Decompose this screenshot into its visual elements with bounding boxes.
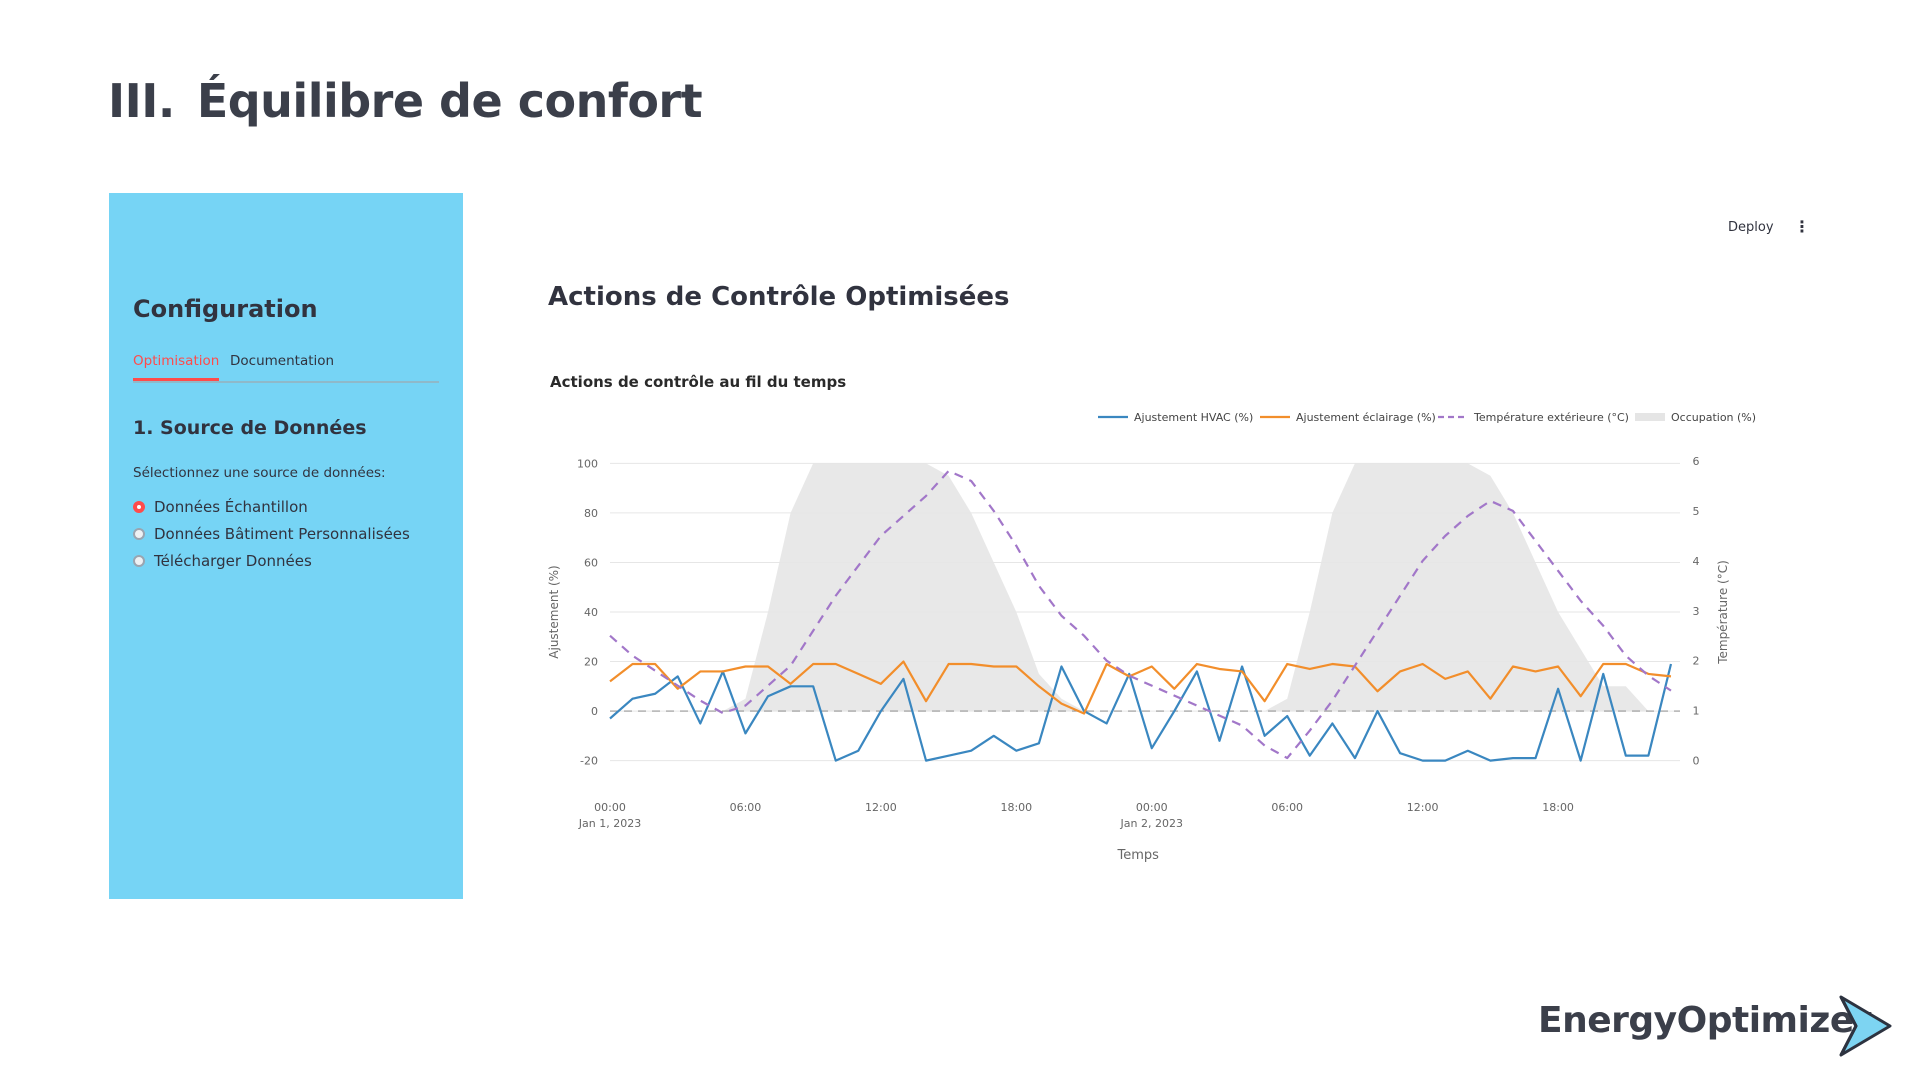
radio-label: Données Échantillon — [154, 498, 308, 516]
x-axis-title: Temps — [1117, 848, 1160, 863]
radio-unselected-icon — [133, 555, 145, 567]
main-title: Actions de Contrôle Optimisées — [548, 282, 1010, 312]
radio-unselected-icon — [133, 528, 145, 540]
slide-heading: Équilibre de confort — [196, 74, 703, 128]
data-source-label: Sélectionnez une source de données: — [133, 465, 386, 481]
y-tick-label: 60 — [584, 556, 598, 569]
series-occupation-area — [610, 463, 1671, 712]
radio-upload-data[interactable]: Télécharger Données — [133, 552, 312, 570]
x-tick-label: 00:00 — [594, 801, 626, 814]
y2-tick-label: 6 — [1693, 455, 1700, 468]
slide-title: III. Équilibre de confort — [108, 74, 703, 128]
y-tick-label: 0 — [591, 705, 598, 718]
x-tick-label: 06:00 — [1271, 801, 1303, 814]
series-line-1 — [609, 660, 1672, 715]
y2-tick-label: 4 — [1693, 555, 1700, 568]
series-line-2 — [609, 469, 1672, 760]
legend-label: Température extérieure (°C) — [1473, 411, 1629, 424]
y2-tick-label: 5 — [1693, 505, 1700, 518]
brand-arrow-icon — [1839, 995, 1892, 1057]
x-tick-label: 06:00 — [730, 801, 762, 814]
y2-tick-label: 0 — [1693, 755, 1700, 768]
deploy-button[interactable]: Deploy — [1728, 220, 1774, 235]
x-tick-label: 18:00 — [1542, 801, 1574, 814]
legend-label: Ajustement HVAC (%) — [1134, 411, 1253, 424]
legend-swatch — [1635, 413, 1665, 421]
tab-optimisation[interactable]: Optimisation — [133, 353, 220, 381]
y-tick-label: 80 — [584, 507, 598, 520]
y-tick-label: -20 — [580, 755, 598, 768]
x-tick-label: 12:00 — [865, 801, 897, 814]
radio-label: Données Bâtiment Personnalisées — [154, 525, 410, 543]
section-title-data-source: 1. Source de Données — [133, 417, 367, 439]
x-tick-label: 18:00 — [1000, 801, 1032, 814]
control-actions-chart: Actions de contrôle au fil du temps10080… — [547, 373, 1756, 863]
y2-tick-label: 1 — [1693, 705, 1700, 718]
y-tick-label: 40 — [584, 606, 598, 619]
legend-label: Occupation (%) — [1671, 411, 1756, 424]
series-line-0 — [609, 663, 1673, 762]
legend-label: Ajustement éclairage (%) — [1296, 411, 1436, 424]
sidebar-title: Configuration — [133, 295, 318, 323]
radio-selected-icon — [133, 501, 145, 513]
radio-custom-building-data[interactable]: Données Bâtiment Personnalisées — [133, 525, 410, 543]
y-axis-title: Ajustement (%) — [547, 565, 561, 658]
chart-title: Actions de contrôle au fil du temps — [550, 373, 846, 391]
radio-label: Télécharger Données — [154, 552, 312, 570]
sidebar: Configuration Optimisation Documentation… — [109, 193, 463, 899]
tab-documentation[interactable]: Documentation — [230, 353, 335, 369]
y2-tick-label: 2 — [1693, 655, 1700, 668]
x-tick-sublabel: Jan 1, 2023 — [578, 817, 641, 830]
y2-axis-title: Température (°C) — [1716, 560, 1730, 665]
x-tick-label: 12:00 — [1407, 801, 1439, 814]
sidebar-tabs: Optimisation Documentation — [133, 353, 439, 383]
y2-tick-label: 3 — [1693, 605, 1700, 618]
kebab-menu-icon[interactable]: ⋮ — [1794, 217, 1810, 236]
y-tick-label: 100 — [577, 457, 598, 470]
brand-name: EnergyOptimizer — [1538, 1000, 1872, 1041]
y-tick-label: 20 — [584, 656, 598, 669]
slide-number: III. — [108, 74, 175, 128]
radio-sample-data[interactable]: Données Échantillon — [133, 498, 308, 516]
x-tick-label: 00:00 — [1136, 801, 1168, 814]
x-tick-sublabel: Jan 2, 2023 — [1120, 817, 1183, 830]
